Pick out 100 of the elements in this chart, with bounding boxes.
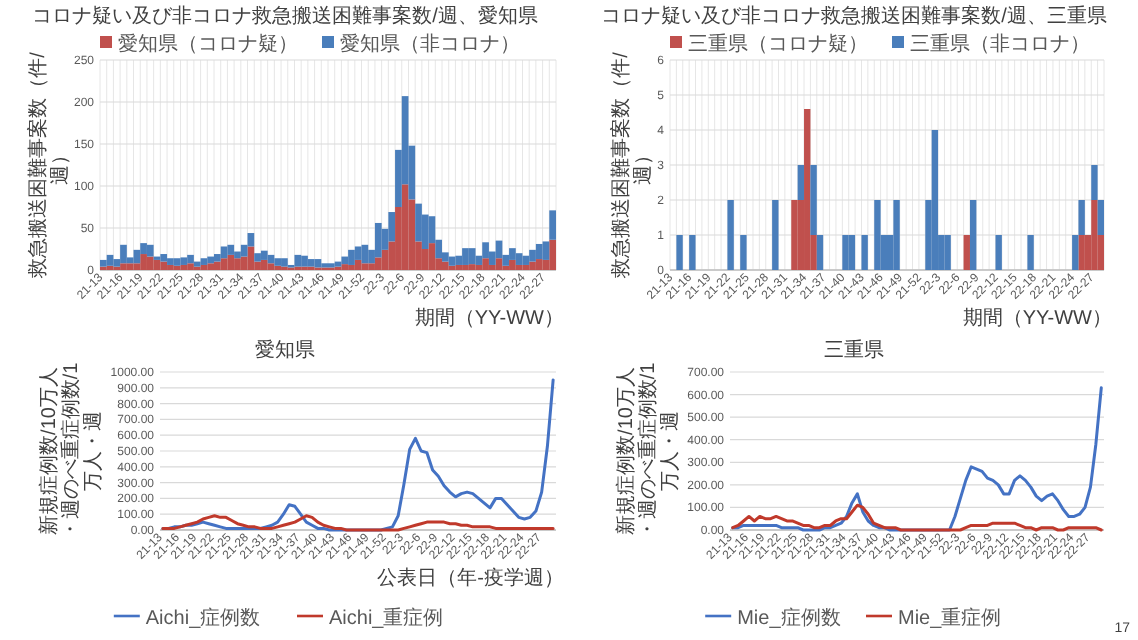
legend-label: Aichi_症例数	[145, 606, 261, 630]
bar	[676, 235, 683, 270]
bar	[160, 254, 168, 262]
bar	[529, 249, 536, 262]
y-axis-title: 新規症例数/10万人・週のべ重症例数/1万人・週	[36, 361, 105, 540]
y-axis-title: 救急搬送困難事案数（件/週）	[609, 51, 656, 280]
bar	[368, 263, 375, 270]
y-axis-title: 新規症例数/10万人・週のべ重症例数/1万人・週	[613, 361, 682, 540]
bar	[126, 263, 134, 270]
bar	[804, 109, 811, 270]
bar	[146, 244, 154, 257]
bar	[307, 259, 315, 267]
x-axis-title: 期間（YY-WW）	[414, 306, 564, 330]
line-series	[161, 514, 555, 532]
bar	[549, 210, 556, 240]
bar	[428, 243, 436, 270]
bar	[173, 258, 181, 266]
bar	[341, 256, 349, 265]
bar	[106, 254, 114, 266]
bar	[354, 246, 362, 260]
bar	[462, 264, 469, 270]
bar	[442, 261, 449, 270]
bar	[167, 264, 174, 270]
bar	[361, 263, 369, 270]
bar	[1097, 200, 1104, 235]
bar	[931, 130, 939, 270]
y-axis-title: 救急搬送困難事案数（件/週）	[25, 51, 72, 280]
bar	[772, 200, 779, 270]
bar	[810, 165, 817, 235]
bar	[187, 263, 194, 270]
bar	[120, 244, 127, 264]
bar	[274, 258, 282, 266]
bar	[354, 259, 362, 270]
legend-label: 愛知県（コロナ疑）	[118, 32, 298, 56]
legend-label: 三重県（コロナ疑）	[688, 32, 868, 56]
bar	[468, 264, 476, 270]
bar	[220, 258, 228, 270]
bar	[200, 258, 208, 265]
legend-label: 三重県（非コロナ）	[910, 32, 1090, 56]
bar	[455, 255, 463, 265]
bar	[1091, 165, 1098, 200]
bar	[167, 258, 174, 265]
bar	[842, 235, 849, 270]
bar	[247, 246, 255, 270]
bar	[509, 248, 516, 260]
bar	[140, 243, 147, 255]
bar	[388, 212, 396, 242]
bar	[294, 254, 302, 267]
bar	[689, 235, 696, 270]
bar	[740, 235, 747, 270]
bar	[488, 264, 496, 270]
legend-label: Mie_症例数	[737, 606, 841, 630]
x-axis-title: 期間（YY-WW）	[962, 306, 1112, 330]
chart-title: 三重県	[824, 338, 884, 362]
bar	[535, 259, 543, 270]
bar	[341, 264, 349, 270]
bar	[522, 255, 530, 265]
bar	[374, 222, 382, 258]
bar	[100, 259, 107, 267]
bar	[187, 254, 194, 264]
bar	[146, 256, 154, 270]
bar	[160, 261, 168, 270]
bar	[374, 257, 382, 270]
bar	[861, 235, 868, 270]
bar	[515, 253, 523, 265]
bar	[227, 244, 235, 255]
bar	[140, 254, 147, 270]
bar	[1027, 235, 1034, 270]
line-series	[731, 503, 1103, 532]
legend-label: 愛知県（非コロナ）	[340, 32, 520, 56]
bar	[963, 235, 970, 270]
bar	[893, 200, 900, 270]
bar	[509, 259, 516, 270]
bar	[227, 254, 235, 270]
bar	[529, 261, 536, 270]
bar	[193, 261, 201, 267]
bar	[482, 258, 489, 270]
bar	[462, 248, 469, 265]
legend-label: Mie_重症例	[898, 606, 1002, 630]
bar	[816, 235, 824, 270]
bar	[214, 261, 221, 270]
bar	[1091, 200, 1098, 270]
bar	[468, 248, 476, 265]
bar	[791, 200, 798, 270]
bar	[1078, 235, 1085, 270]
bar	[944, 235, 951, 270]
line-series	[731, 386, 1103, 532]
bar	[260, 259, 268, 270]
bar	[120, 263, 127, 270]
bar	[549, 239, 556, 270]
bar	[348, 249, 355, 265]
bar	[234, 251, 241, 259]
bar	[874, 200, 881, 270]
bar	[214, 254, 221, 262]
bar	[207, 263, 214, 270]
bar	[281, 258, 288, 267]
bar	[495, 258, 503, 270]
bar	[1072, 235, 1079, 270]
bar	[207, 256, 214, 264]
bar	[542, 241, 550, 260]
